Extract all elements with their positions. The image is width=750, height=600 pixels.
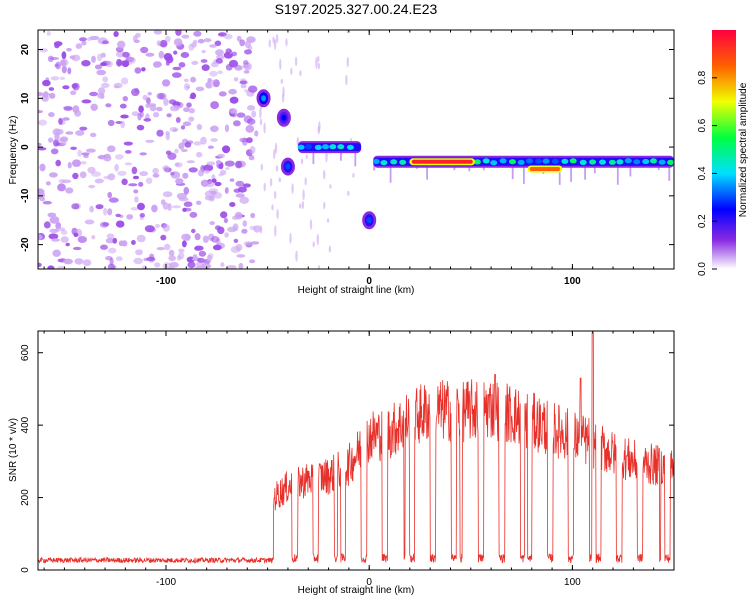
x-tick-label: -100	[156, 577, 176, 588]
spectrogram-blob	[276, 108, 291, 127]
y-tick-label: 400	[20, 416, 31, 433]
snr-frame	[37, 330, 675, 571]
spectrogram-peak	[527, 165, 563, 173]
spectrogram-band	[297, 141, 362, 167]
x-tick-label: 0	[366, 577, 372, 588]
spectrogram-image	[38, 30, 674, 269]
colorbar-tick-label: 0.2	[697, 214, 708, 228]
x-tick-label: 100	[564, 577, 581, 588]
colorbar-tick-label: 0.6	[697, 118, 708, 132]
x-tick-label: 100	[564, 276, 581, 287]
figure-title: S197.2025.327.00.24.E23	[275, 1, 438, 17]
x-tick-label: 0	[366, 276, 372, 287]
colorbar: 0.0 0.2 0.4 0.6 0.8 Normalized spectral ampl…	[697, 30, 749, 276]
y-tick-label: 600	[20, 344, 31, 361]
snr-axes: -100 0 100 0 200 400 600	[20, 331, 675, 588]
y-tick-label: 20	[20, 44, 31, 56]
colorbar-ticks: 0.0 0.2 0.4 0.6 0.8	[697, 70, 717, 276]
colorbar-tick-label: 0.0	[697, 262, 708, 276]
spectrogram-x-label: Height of straight line (km)	[298, 285, 415, 296]
snr-panel: -100 0 100 0 200 400 600 Height of straight li…	[8, 330, 675, 596]
colorbar-tick-label: 0.8	[697, 70, 708, 84]
spectrogram-peak	[409, 158, 475, 166]
spectrogram-frame	[37, 29, 675, 270]
snr-x-label: Height of straight line (km)	[298, 585, 415, 596]
spectrogram-blob	[362, 211, 377, 230]
spectrogram-noise	[38, 30, 355, 269]
snr-line-area	[38, 332, 674, 565]
colorbar-gradient	[712, 30, 736, 269]
colorbar-label: Normalized spectral amplitude	[738, 82, 749, 217]
y-tick-label: -10	[20, 188, 31, 203]
x-tick-label: -100	[156, 276, 176, 287]
y-tick-label: -20	[20, 237, 31, 252]
colorbar-tick-label: 0.4	[697, 166, 708, 180]
y-tick-label: 10	[20, 92, 31, 104]
spectrogram-blob	[280, 157, 295, 176]
snr-series-line	[38, 332, 674, 565]
y-tick-label: 0	[20, 567, 31, 573]
y-tick-label: 0	[20, 144, 31, 150]
y-tick-label: 200	[20, 489, 31, 506]
spectrogram-blob	[256, 89, 271, 108]
snr-y-label: SNR (10 * v/v)	[8, 418, 19, 482]
spectrogram-y-label: Frequency (Hz)	[8, 116, 19, 185]
